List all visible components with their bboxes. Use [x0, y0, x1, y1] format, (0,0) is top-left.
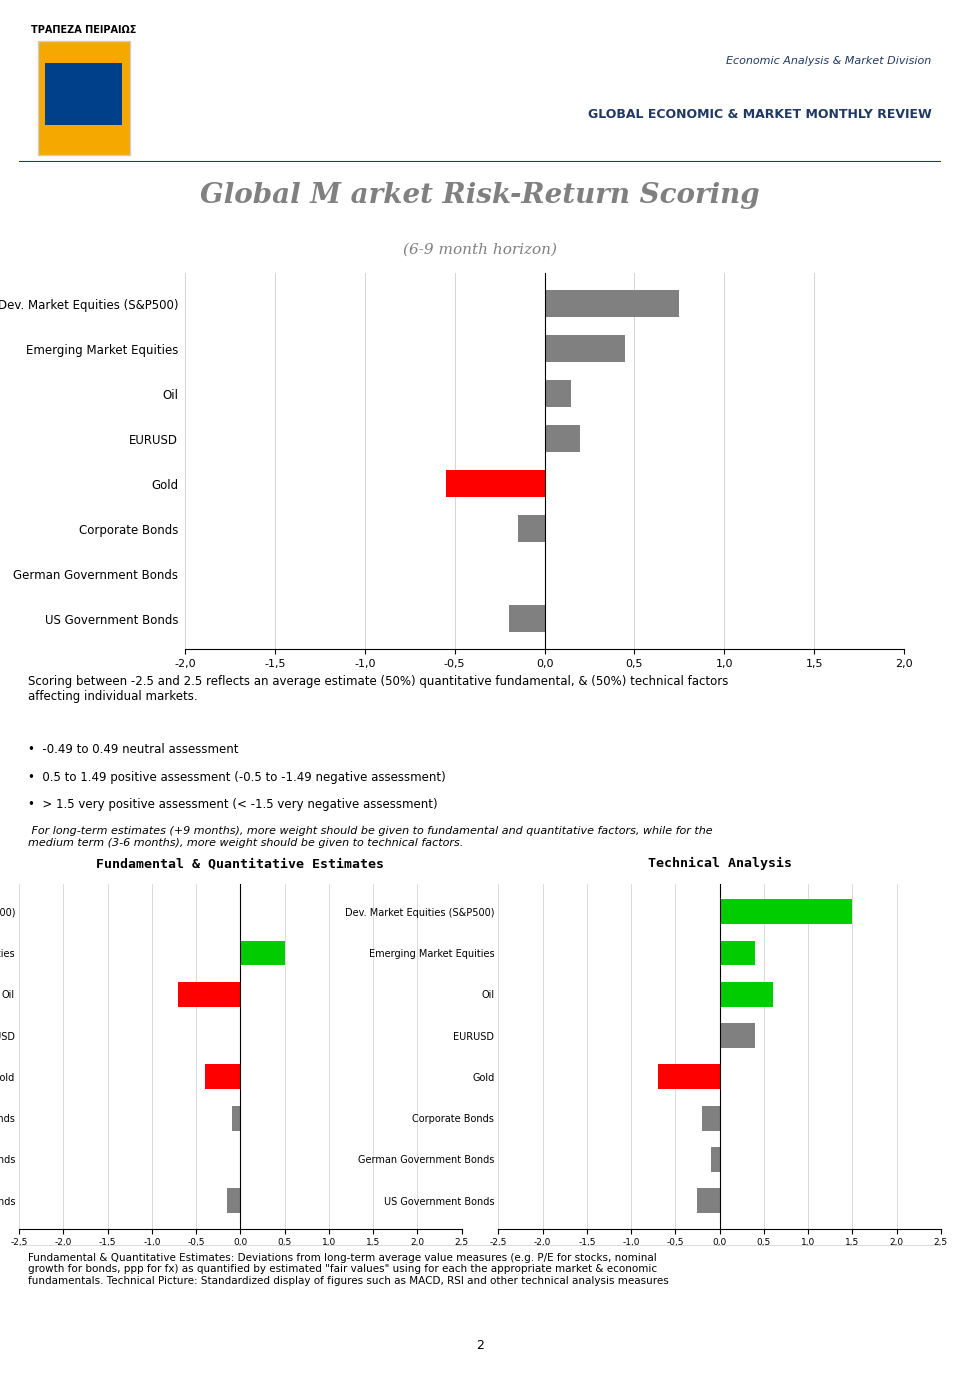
Text: •  -0.49 to 0.49 neutral assessment: • -0.49 to 0.49 neutral assessment: [29, 742, 239, 756]
Text: GLOBAL ECONOMIC & MARKET MONTHLY REVIEW: GLOBAL ECONOMIC & MARKET MONTHLY REVIEW: [588, 109, 931, 121]
Text: For long-term estimates (+9 months), more weight should be given to fundamental : For long-term estimates (+9 months), mor…: [29, 826, 713, 848]
Text: Global M arket Risk-Return Scoring: Global M arket Risk-Return Scoring: [201, 182, 759, 209]
FancyBboxPatch shape: [45, 63, 123, 125]
FancyBboxPatch shape: [37, 42, 130, 155]
Text: Economic Analysis & Market Division: Economic Analysis & Market Division: [727, 56, 931, 67]
Text: Scoring between -2.5 and 2.5 reflects an average estimate (50%) quantitative fun: Scoring between -2.5 and 2.5 reflects an…: [29, 676, 729, 703]
Text: 2: 2: [476, 1339, 484, 1351]
Text: Fundamental & Quantitative Estimates: Deviations from long-term average value me: Fundamental & Quantitative Estimates: De…: [29, 1252, 669, 1286]
Text: •  0.5 to 1.49 positive assessment (-0.5 to -1.49 negative assessment): • 0.5 to 1.49 positive assessment (-0.5 …: [29, 770, 446, 784]
Text: •  > 1.5 very positive assessment (< -1.5 very negative assessment): • > 1.5 very positive assessment (< -1.5…: [29, 798, 438, 811]
Text: (6-9 month horizon): (6-9 month horizon): [403, 242, 557, 256]
Text: ΤΡΑΠΕΖΑ ΠΕΙΡΑΙΩΣ: ΤΡΑΠΕΖΑ ΠΕΙΡΑΙΩΣ: [31, 25, 136, 35]
